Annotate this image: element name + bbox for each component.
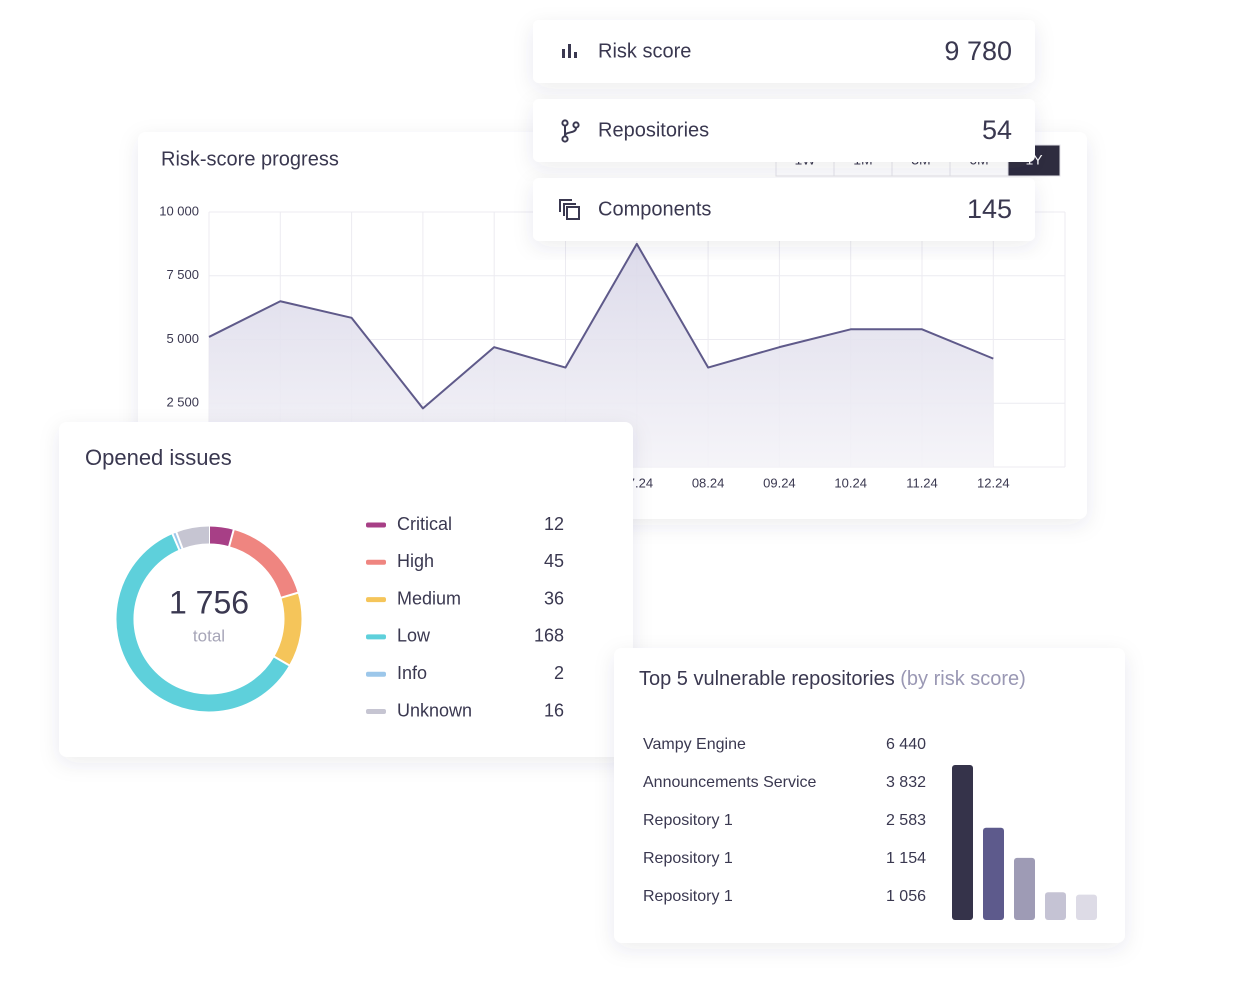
y-tick-label: 10 000 [159,203,199,218]
legend-value: 36 [544,588,564,608]
bar [1045,892,1066,920]
repo-name: Repository 1 [643,850,733,867]
legend-swatch [366,597,386,603]
legend-label: High [397,551,434,571]
segment-gap [272,655,291,667]
legend-swatch [366,559,386,565]
repo-score: 1 056 [886,888,926,905]
repo-name: Vampy Engine [643,736,746,753]
legend-swatch [366,634,386,640]
segment-gap [279,591,300,600]
legend-swatch [366,709,386,714]
segment-gap [174,530,184,551]
repo-score: 6 440 [886,736,926,753]
stat-card [533,20,1035,83]
stat-label: Components [598,198,711,220]
x-tick-label: 08.24 [692,475,725,490]
stat-icon [559,199,580,220]
repo-name: Repository 1 [643,812,733,829]
bar [952,765,973,920]
bar [983,827,1004,920]
donut-segment [228,529,298,598]
stat-icon [562,44,577,58]
legend-label: Medium [397,588,461,608]
repo-score: 2 583 [886,812,926,829]
stat-card [533,99,1035,162]
x-tick-label: 11.24 [906,475,938,490]
subtitle: (by risk score) [900,668,1026,690]
legend-swatch [366,522,386,528]
area [209,243,994,467]
legend-value: 168 [534,626,564,646]
x-tick-label: 12.24 [977,475,1010,490]
bar [1014,857,1035,920]
legend-label: Info [397,663,427,683]
top-repos-card: Top 5 vulnerable repositories (by risk s… [614,648,1125,943]
stat-value: 145 [967,194,1012,224]
stat-card [533,178,1035,241]
card [59,422,633,757]
card-title: Opened issues [85,445,232,470]
legend-label: Unknown [397,700,472,720]
legend-value: 2 [554,663,564,683]
y-tick-label: 7 500 [166,267,199,282]
repo-name: Repository 1 [643,888,733,905]
card-title: Top 5 vulnerable repositories (by risk s… [639,668,1026,690]
segment-gap [227,528,236,548]
legend-value: 45 [544,551,564,571]
stat-label: Risk score [598,40,691,62]
legend-value: 12 [544,514,564,534]
stat-value: 54 [982,115,1012,145]
stat-label: Repositories [598,119,709,141]
line [208,242,994,410]
donut-segment [116,534,290,712]
repo-score: 3 832 [886,774,926,791]
opened-issues-card: Opened issues Critical 12 High 45 Medium 36 Lo… [59,422,633,757]
y-tick-label: 5 000 [166,331,199,346]
stat-cards: Risk score 9 780 Repositories 54 Components 1… [533,20,1035,241]
repo-name: Announcements Service [643,774,817,791]
segment-gap [171,532,181,552]
stat-value: 9 780 [944,36,1012,66]
card-title: Risk-score progress [161,148,339,170]
stat-icon [561,119,580,143]
repo-score: 1 154 [886,850,926,867]
title: Top 5 vulnerable repositories [639,668,895,690]
donut-segment [176,526,210,549]
total-caption: total [193,626,225,645]
donut-segment [274,592,302,666]
legend-label: Critical [397,514,452,534]
legend-swatch [366,671,386,677]
y-tick-label: 2 500 [166,395,199,410]
total-value: 1 756 [169,584,249,620]
legend-label: Low [397,626,431,646]
donut-segment [208,526,234,547]
bar [1076,894,1097,920]
x-tick-label: 10.24 [834,475,867,490]
x-tick-label: 09.24 [763,475,796,490]
legend-value: 16 [544,700,564,720]
